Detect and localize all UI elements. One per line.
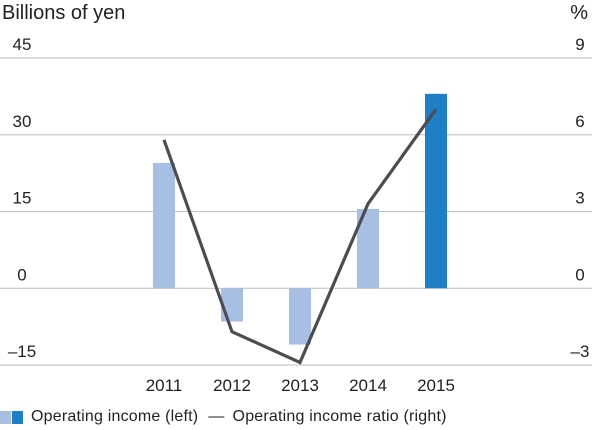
left-tick-label: 30 — [13, 112, 32, 131]
right-tick-label: 9 — [575, 35, 584, 54]
right-tick-label: 0 — [575, 265, 584, 284]
legend-bar-label: Operating income (left) — [31, 408, 199, 425]
legend-line-label: Operating income ratio (right) — [232, 408, 447, 425]
left-tick-label: 15 — [13, 189, 32, 208]
ratio-line-group — [162, 108, 438, 365]
legend-line-dash: — — [208, 408, 225, 425]
right-tick-label: 3 — [575, 189, 584, 208]
legend-swatch-light — [0, 410, 11, 424]
bars — [153, 93, 447, 345]
category-label-2015: 2015 — [417, 376, 455, 395]
right-tick-label: –3 — [571, 342, 590, 361]
bar-2011 — [153, 162, 175, 289]
right-tick-label: 6 — [575, 112, 584, 131]
category-label-2014: 2014 — [349, 376, 387, 395]
left-tick-label: 0 — [17, 265, 26, 284]
gridlines — [0, 57, 592, 366]
bar-2014 — [357, 208, 379, 289]
bar-2012 — [221, 288, 243, 322]
ratio-line — [162, 108, 438, 365]
bar-2013 — [289, 288, 311, 345]
left-tick-label: –15 — [8, 342, 36, 361]
legend-swatch-dark — [12, 410, 23, 424]
category-label-2012: 2012 — [213, 376, 251, 395]
category-label-2013: 2013 — [281, 376, 319, 395]
category-label-2011: 2011 — [146, 376, 183, 395]
right-axis-title: % — [570, 2, 588, 24]
bar-2015 — [425, 93, 447, 289]
left-tick-label: 45 — [13, 35, 32, 54]
left-axis-title: Billions of yen — [2, 2, 126, 24]
legend: Operating income (left) — Operating inco… — [0, 406, 447, 428]
